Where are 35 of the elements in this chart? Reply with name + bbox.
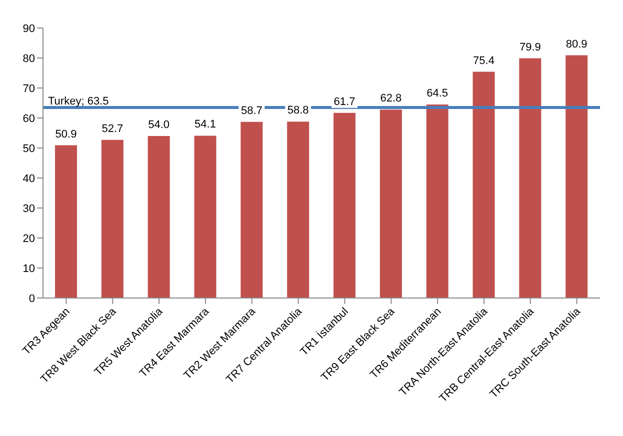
data-label: 52.7: [102, 122, 124, 135]
y-tick-label: 40: [22, 172, 35, 185]
bar: [472, 72, 495, 298]
bar: [287, 122, 310, 298]
bar: [380, 110, 402, 298]
bar: [426, 104, 448, 298]
data-label: 80.9: [566, 38, 588, 50]
bar: [566, 55, 588, 298]
y-tick-label: 50: [22, 142, 35, 155]
bar: [519, 58, 542, 298]
data-label: 61.7: [334, 96, 356, 108]
bar: [148, 136, 170, 298]
y-tick-label: 30: [22, 202, 35, 215]
ref-line-label: Turkey; 63.5: [48, 95, 109, 108]
bar: [194, 136, 216, 298]
bar: [101, 140, 124, 298]
bar: [55, 145, 77, 298]
data-label: 75.4: [473, 54, 494, 67]
y-tick-label: 10: [22, 262, 35, 275]
y-tick-label: 80: [22, 52, 35, 65]
bar: [240, 122, 263, 298]
data-label: 62.8: [380, 92, 402, 105]
y-tick-label: 0: [28, 292, 35, 305]
y-tick-label: 60: [22, 112, 35, 125]
data-label: 64.5: [426, 88, 448, 100]
bar: [334, 112, 356, 298]
data-label: 50.9: [55, 128, 77, 140]
y-tick-label: 70: [22, 82, 35, 95]
data-label: 58.8: [287, 104, 309, 117]
data-label: 79.9: [519, 41, 541, 54]
data-label: 54.1: [194, 118, 216, 131]
y-tick-label: 90: [22, 22, 35, 35]
data-label: 54.0: [148, 119, 170, 131]
data-label: 58.7: [240, 104, 262, 117]
y-tick-label: 20: [22, 232, 35, 245]
